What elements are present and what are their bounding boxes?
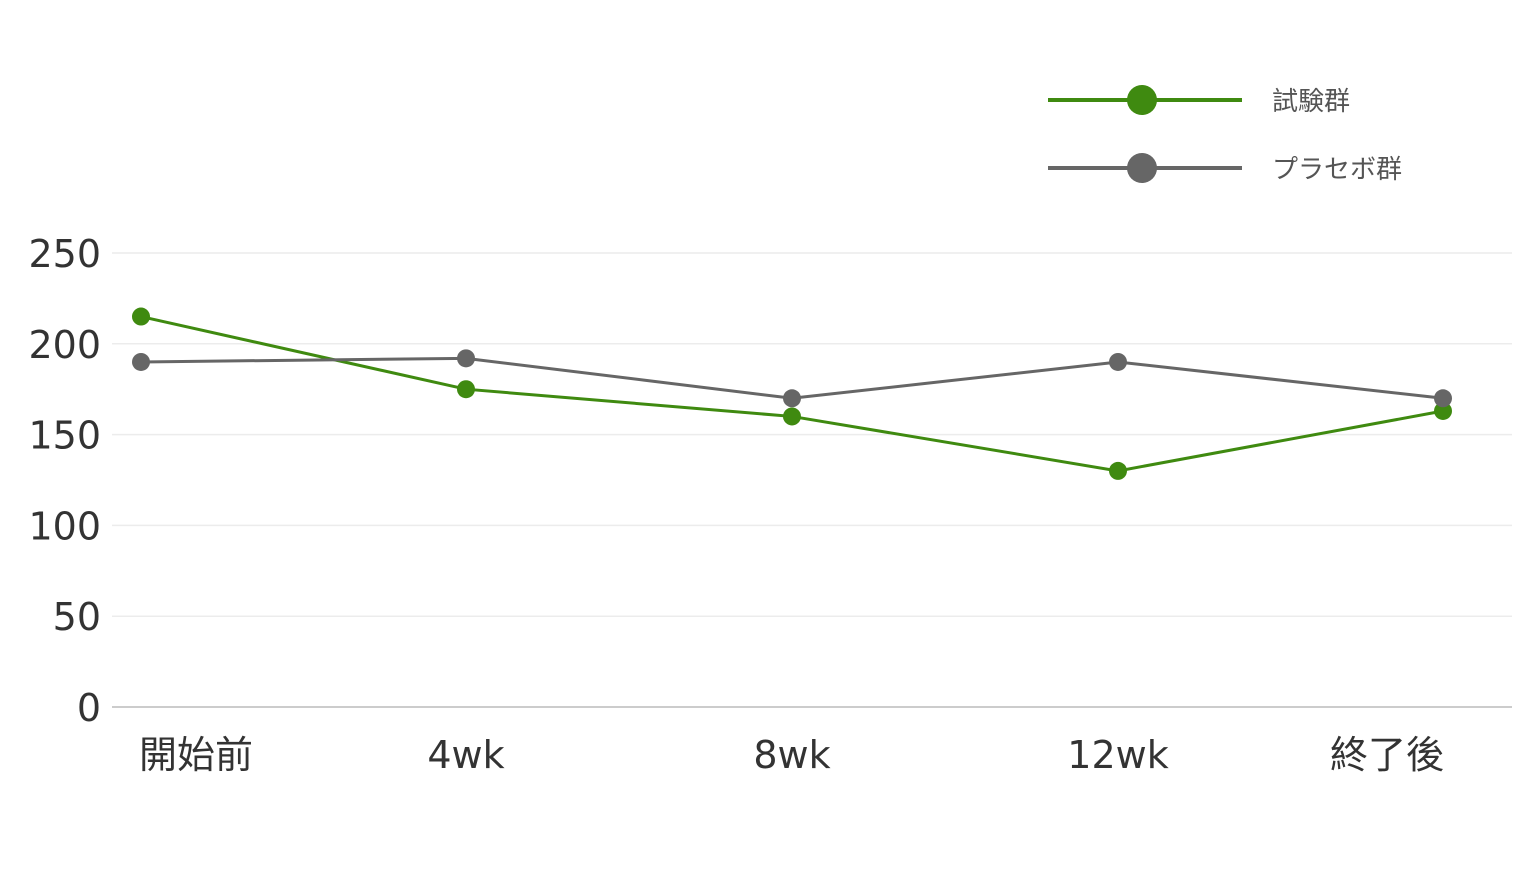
series-0 <box>132 307 1452 480</box>
x-tick-label: 開始前 <box>139 733 253 777</box>
data-point <box>783 407 801 426</box>
data-point <box>457 380 475 399</box>
x-tick-label: 12wk <box>1067 733 1168 777</box>
data-point <box>783 389 801 408</box>
legend-item: 試験群 <box>1048 85 1350 117</box>
legend-label: 試験群 <box>1272 87 1350 117</box>
legend-label: プラセボ群 <box>1272 155 1402 185</box>
x-tick-label: 終了後 <box>1330 733 1444 777</box>
y-tick-label: 0 <box>77 686 101 730</box>
data-point <box>1434 401 1452 420</box>
y-tick-label: 200 <box>28 323 101 367</box>
gridlines <box>112 252 1512 708</box>
legend-swatch-marker <box>1127 85 1157 115</box>
legend-item: プラセボ群 <box>1048 153 1402 185</box>
series-1 <box>132 349 1452 408</box>
y-axis-ticks: 0 50 100 150 200 250 <box>28 232 101 730</box>
legend-swatch-marker <box>1127 153 1157 183</box>
data-point <box>132 307 150 326</box>
series-lines <box>132 307 1452 480</box>
y-tick-label: 100 <box>28 504 101 548</box>
x-tick-label: 4wk <box>427 733 504 777</box>
y-tick-label: 250 <box>28 232 101 276</box>
data-point <box>1434 389 1452 408</box>
y-tick-label: 50 <box>53 595 101 639</box>
data-point <box>132 352 150 371</box>
data-point <box>457 349 475 368</box>
data-point <box>1109 461 1127 480</box>
x-tick-label: 8wk <box>753 733 830 777</box>
y-tick-label: 150 <box>28 414 101 458</box>
x-axis-ticks: 開始前 4wk 8wk 12wk 終了後 <box>139 733 1444 777</box>
data-point <box>1109 352 1127 371</box>
